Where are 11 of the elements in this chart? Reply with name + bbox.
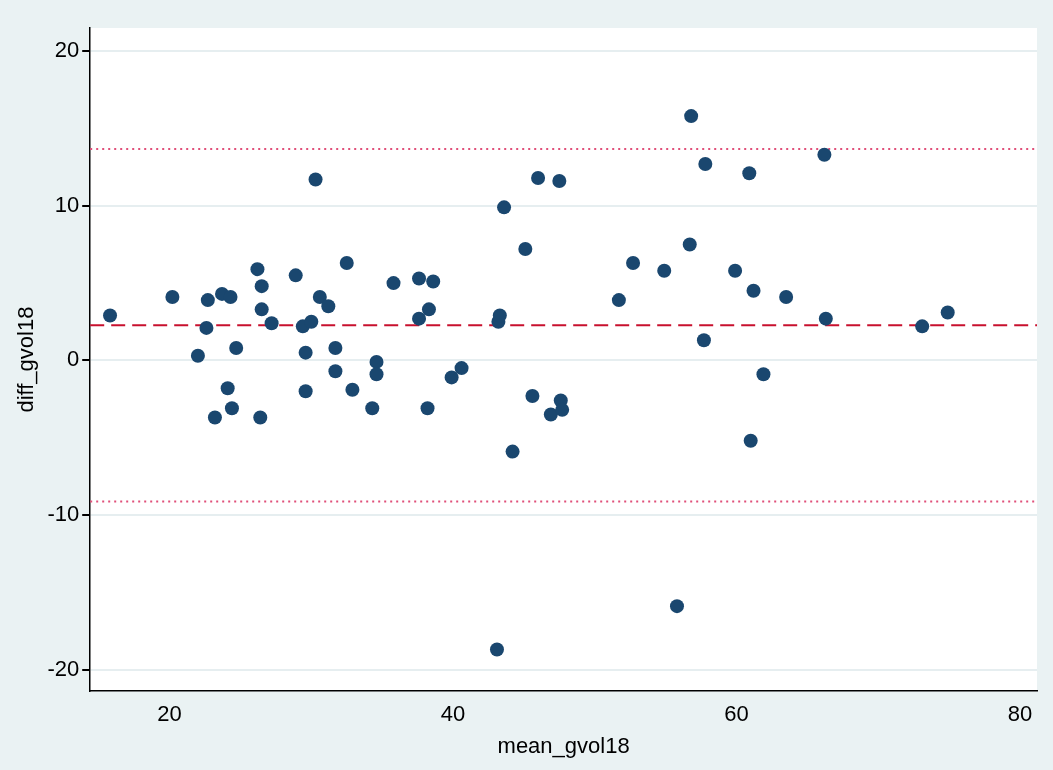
x-tick-label: 40: [440, 701, 466, 727]
x-tick-label: 20: [157, 701, 182, 727]
x-axis-title: mean_gvol18: [497, 732, 630, 758]
y-tick-label: 10: [54, 191, 80, 217]
x-tick-label: 60: [724, 701, 749, 727]
x-tick-label: 80: [1007, 701, 1033, 727]
y-tick-label: 0: [66, 346, 80, 372]
y-tick-label: -10: [47, 501, 80, 527]
y-tick-label: -20: [47, 655, 80, 681]
y-tick-label: 20: [54, 37, 80, 63]
y-axis-title: diff_gvol18: [13, 306, 39, 413]
